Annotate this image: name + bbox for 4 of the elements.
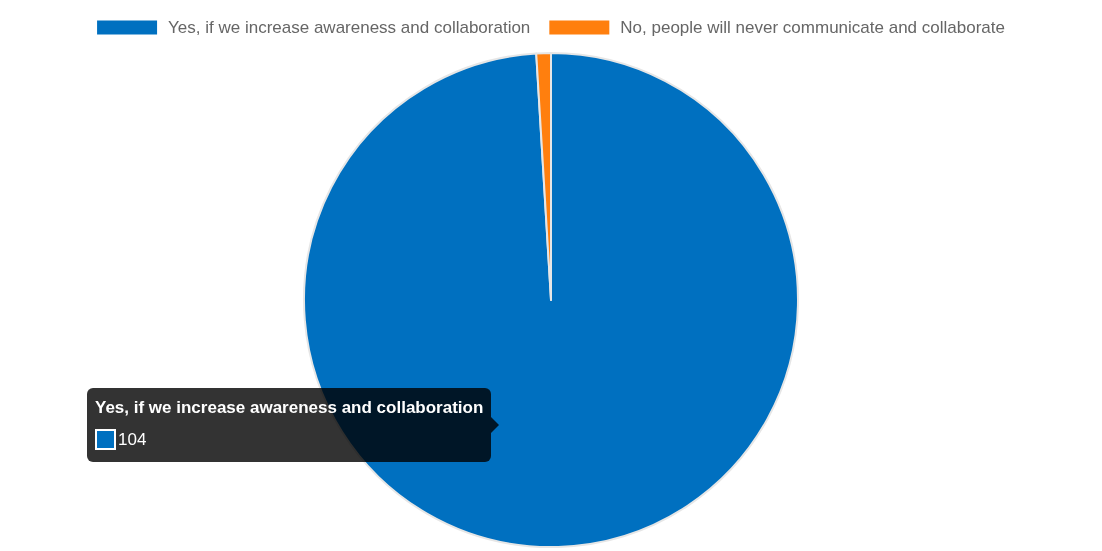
legend-label: Yes, if we increase awareness and collaboration — [168, 18, 531, 37]
slice-label: Yes, if we increase awareness and collaboration — [95, 397, 484, 419]
legend-label: No, people will never communicate and collaborate — [620, 18, 1005, 37]
data-label: 104 — [118, 429, 147, 450]
